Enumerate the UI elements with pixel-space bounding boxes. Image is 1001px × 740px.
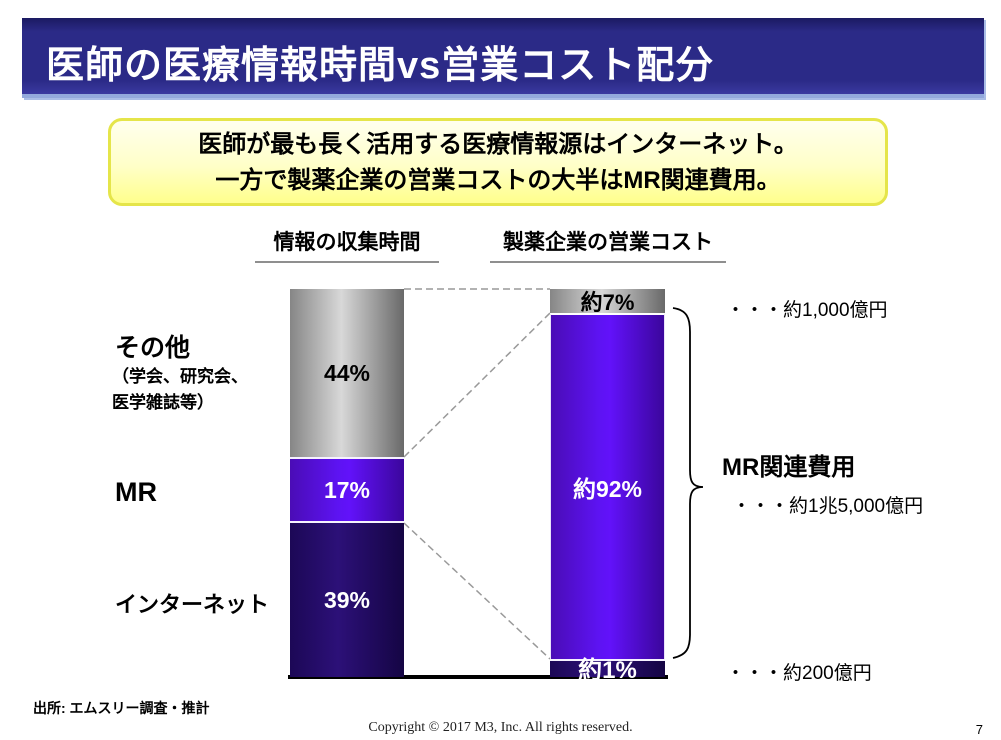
connector-bottom [403, 522, 551, 660]
row-label-mr: MR [115, 477, 157, 507]
annotation-internet-amount: ・・・約200億円 [726, 663, 872, 684]
annotation-mr-label: MR関連費用 [722, 454, 856, 481]
segment-label: 44% [323, 359, 371, 386]
slide-title-bar: 医師の医療情報時間vs営業コスト配分 [22, 18, 984, 98]
page-number: 7 [975, 722, 983, 737]
segment-internet-1 [550, 659, 665, 677]
key-message-box: 医師が最も長く活用する医療情報源はインターネット。 一方で製薬企業の営業コストの… [108, 118, 888, 206]
segment-label: 約7% [580, 290, 635, 315]
connector-middle [403, 312, 551, 458]
key-message-line1: 医師が最も長く活用する医療情報源はインターネット。 [198, 131, 798, 158]
segment-label-internet-1: 約1% [578, 657, 637, 684]
annotation-other-amount: ・・・約1,000億円 [726, 300, 888, 321]
segment-label: 約92% [572, 476, 643, 502]
source-note: 出所: エムスリー調査・推計 [33, 700, 210, 716]
segment-other-7: 約7% [550, 289, 665, 315]
left-column-header: 情報の収集時間 [255, 226, 439, 263]
segment-label: 17% [323, 476, 371, 503]
mr-brace [672, 307, 704, 659]
row-label-internet: インターネット [115, 592, 270, 617]
row-label-other-note: （学会、研究会、 医学雑誌等） [112, 367, 248, 412]
key-message-line2: 一方で製薬企業の営業コストの大半はMR関連費用。 [215, 167, 781, 194]
copyright-text: Copyright © 2017 M3, Inc. All rights res… [368, 720, 633, 735]
segment-mr-17: 17% [290, 457, 404, 523]
annotation-mr-amount: ・・・約1兆5,000億円 [732, 496, 924, 517]
page-title: 医師の医療情報時間vs営業コスト配分 [46, 45, 715, 87]
segment-internet-39: 39% [290, 523, 404, 677]
segment-mr-92: 約92% [550, 313, 665, 659]
segment-other-44: 44% [290, 289, 404, 457]
right-column-header: 製薬企業の営業コスト [490, 226, 726, 263]
row-label-other: その他 [115, 334, 191, 362]
segment-label: 39% [323, 586, 371, 613]
